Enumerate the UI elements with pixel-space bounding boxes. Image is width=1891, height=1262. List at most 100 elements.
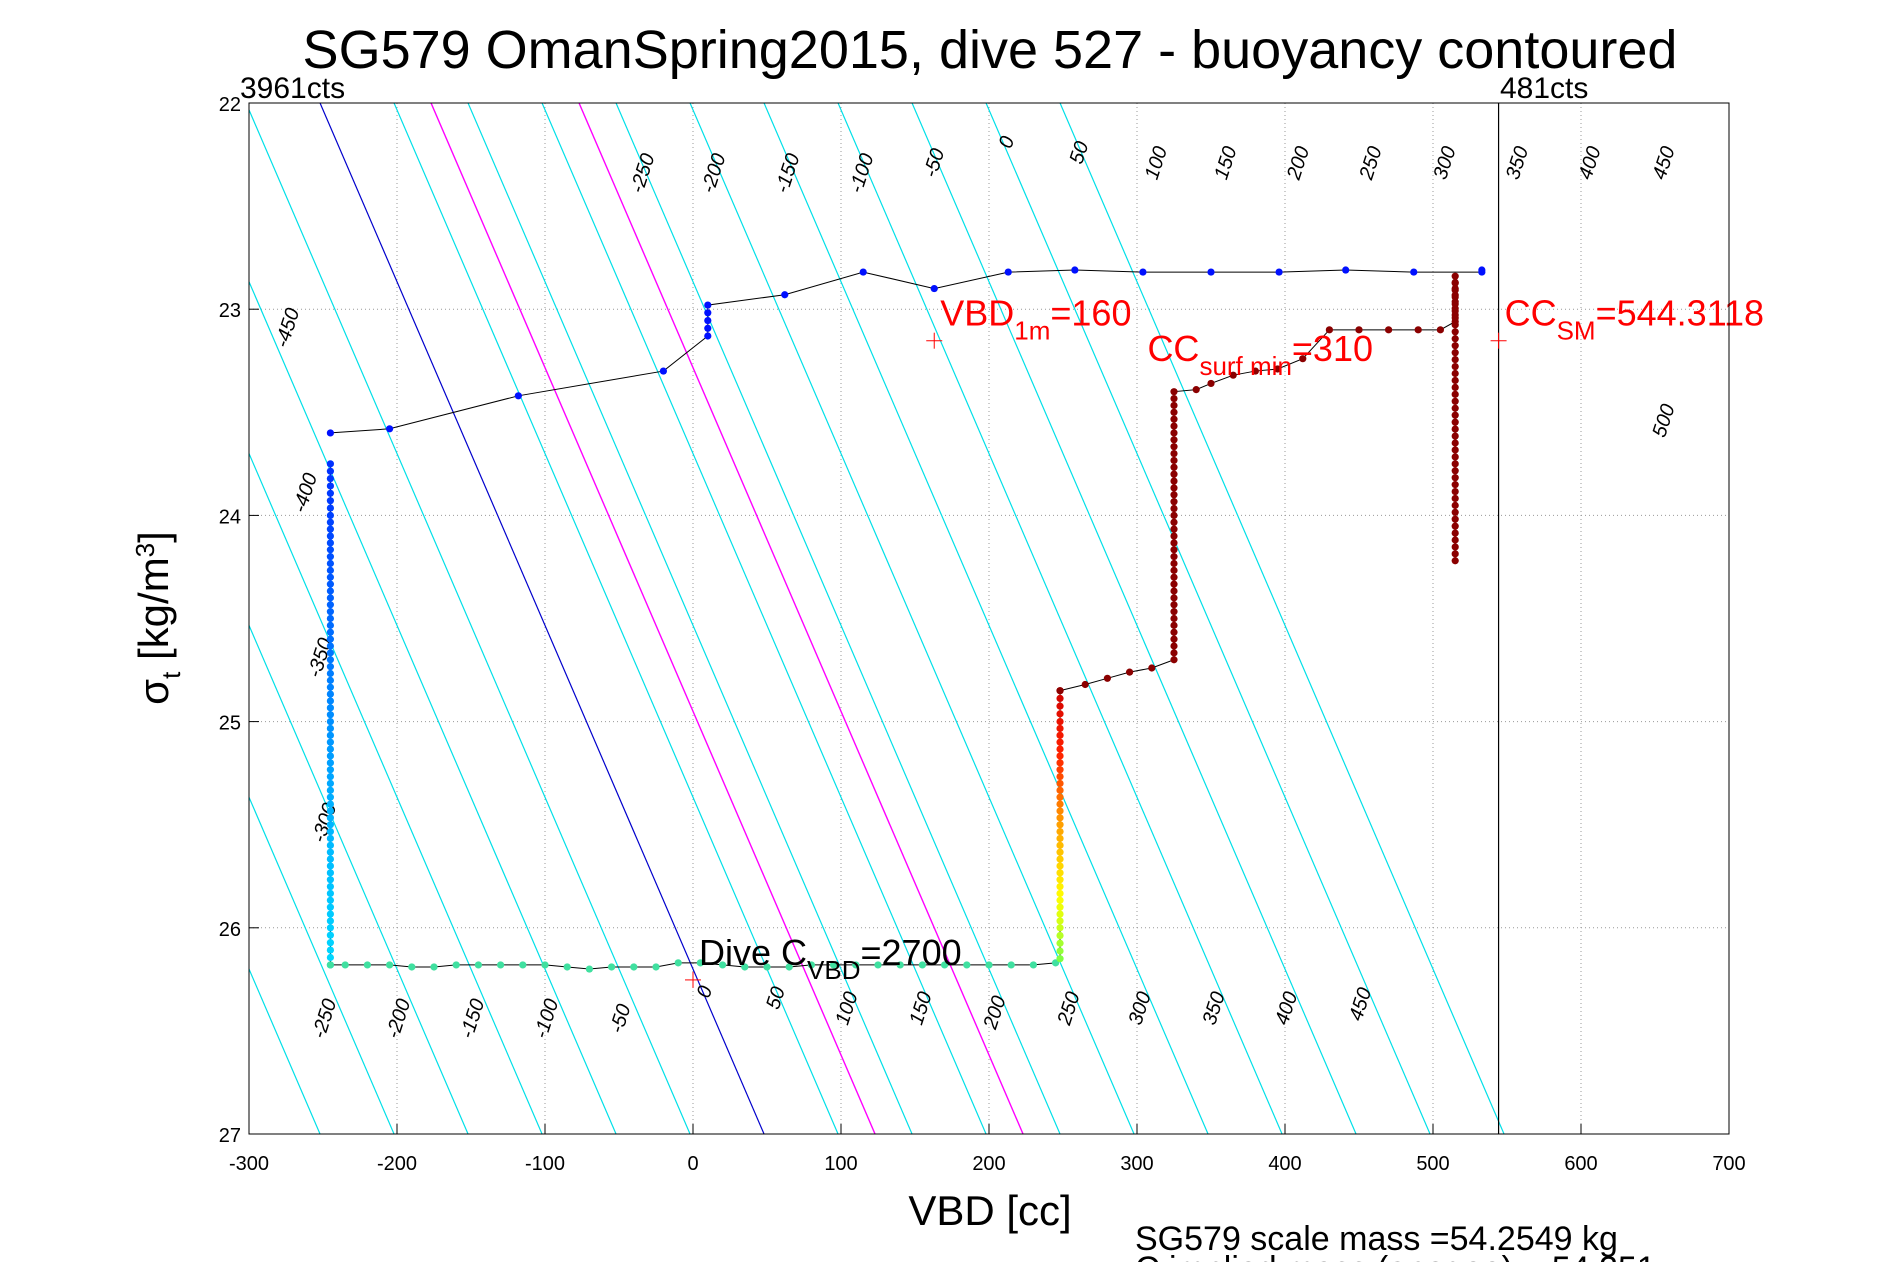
point-dive-descent-7-3: [326, 779, 334, 788]
point-climb-6-1: [1056, 710, 1064, 718]
point-bottom-17: [696, 959, 705, 967]
point-climb-4-1: [1056, 793, 1064, 801]
contour-label-14: 250: [1355, 144, 1387, 183]
point-dive-descent-3: [326, 594, 334, 602]
point-bottom-9: [519, 961, 527, 969]
point-dive-descent-1-3: [326, 532, 334, 540]
chart-title: SG579 OmanSpring2015, dive 527 - buoyanc…: [303, 20, 1678, 80]
contour-label-9: 0: [995, 134, 1019, 151]
point-climb-top-6-3: [1170, 614, 1178, 623]
point-climb-2-5: [1056, 848, 1064, 856]
point-climb-top-26-24: [1451, 439, 1459, 447]
point-dive-descent-3-1: [326, 601, 334, 609]
contour-label-15: 300: [1429, 144, 1460, 183]
point-dive-descent-11-1: [326, 931, 334, 939]
point-bottom-20: [763, 963, 771, 971]
point-bottom-29: [963, 961, 971, 969]
contour-line--200: [249, 623, 469, 1134]
point-climb-top-26-19: [1451, 404, 1459, 412]
point-climb-5-1: [1056, 752, 1064, 760]
point-dive-descent-0-6: [326, 504, 334, 512]
annotation-ccsurf-pre: CC: [1147, 328, 1199, 369]
point-climb-top-28: [1451, 557, 1459, 565]
point-climb-3-2: [1056, 827, 1064, 836]
y-axis-label-main: σ: [130, 679, 177, 705]
point-dive-descent-10-2: [326, 896, 334, 904]
contour-label-31: 300: [1125, 989, 1156, 1028]
point-climb-4-5: [1056, 766, 1064, 774]
point-climb-top-6: [1170, 635, 1178, 643]
contour-line-highlight-0: [430, 103, 876, 1134]
contour-line-200: [615, 103, 1061, 1134]
point-dive-descent-0-4: [326, 489, 334, 497]
x-tick--300: -300: [229, 1153, 269, 1175]
contour-line-0: [319, 103, 765, 1134]
point-climb-top-26-15: [1451, 376, 1459, 385]
point-dive-descent-0-2: [326, 474, 334, 483]
point-climb-top-7-3: [1170, 573, 1178, 581]
point-climb-top-17: [1274, 365, 1282, 373]
contour-label-33: 400: [1271, 989, 1302, 1028]
point-bottom-1: [341, 961, 349, 969]
point-climb-top-8-3: [1170, 532, 1178, 540]
point-climb-4-3: [1056, 779, 1064, 788]
point-dive-top-4-1: [704, 324, 712, 332]
point-climb-top-21: [1385, 326, 1393, 334]
point-climb-top-6-4: [1170, 608, 1178, 616]
point-bottom-32: [1029, 961, 1037, 969]
point-dive-descent-1-5: [326, 546, 334, 554]
point-bottom-22: [807, 961, 816, 969]
point-bottom-23: [830, 961, 838, 969]
contour-label-4: -250: [626, 151, 659, 196]
point-dive-descent-7-2: [326, 772, 334, 781]
point-climb-1-3: [1056, 903, 1064, 911]
point-climb-5: [1056, 759, 1064, 767]
point-bottom-12: [585, 965, 594, 973]
point-climb-top-22: [1414, 326, 1422, 334]
point-climb-top-26-6: [1451, 314, 1459, 322]
contour-line-100: [467, 103, 913, 1134]
contour-labels: -450-400-350-300-250 -200 -150 -100 -500 50 10…: [271, 134, 1680, 1041]
point-dive-descent-1: [326, 511, 334, 519]
annotation-divecvbd-sub: VBD: [807, 955, 860, 985]
point-dive-top-14: [1342, 266, 1350, 274]
contour-label-19: 500: [1648, 401, 1679, 440]
footer-implied-mass: C implied mass (apogee) = 54.251: [1135, 1250, 1656, 1262]
point-climb-top-15: [1229, 371, 1237, 379]
point-dive-descent-7-4: [326, 786, 334, 794]
y-tick-27: 27: [219, 1125, 241, 1147]
point-climb-top-12: [1170, 388, 1178, 396]
point-climb-top-5-1: [1170, 649, 1178, 657]
point-dive-descent-9-4: [326, 869, 334, 877]
point-dive-descent-5-3: [326, 697, 334, 705]
point-bottom-24: [852, 961, 860, 969]
point-climb-top-11: [1170, 429, 1178, 437]
point-climb-top-9-3: [1170, 491, 1178, 499]
point-climb-top-26: [1451, 272, 1459, 280]
point-dive-descent-8-3: [326, 821, 334, 829]
contour-label-30: 250: [1053, 989, 1085, 1028]
contour-label-18: 450: [1648, 144, 1679, 183]
point-climb-6-2: [1056, 702, 1064, 710]
point-dive-top-10: [1071, 266, 1079, 274]
point-dive-descent-7-5: [326, 793, 334, 801]
point-dive-descent-10-4: [326, 910, 334, 918]
point-climb-3: [1056, 841, 1064, 849]
series-path-bottom: [330, 962, 1056, 970]
point-dive-descent-6-4: [326, 745, 334, 753]
point-climb-top-26-9: [1451, 335, 1459, 343]
point-climb-top-26-16: [1451, 383, 1459, 392]
point-climb-top-8-5: [1170, 518, 1178, 526]
point-dive-top-9: [1004, 268, 1012, 276]
point-climb-top-11-2: [1170, 415, 1178, 423]
point-dive-descent-3-3: [326, 614, 334, 623]
point-dive-descent-8-1: [326, 807, 334, 815]
y-tick-25: 25: [219, 713, 241, 735]
point-climb-top-26-12: [1451, 356, 1459, 364]
series-path-dive-top: [330, 269, 1483, 434]
point-climb-top-26-10: [1451, 342, 1459, 350]
point-climb-top-3: [1126, 668, 1134, 676]
x-axis-label: VBD [cc]: [908, 1187, 1071, 1234]
contour-line-highlight-1: [578, 103, 1024, 1134]
x-tick-400: 400: [1268, 1153, 1301, 1175]
